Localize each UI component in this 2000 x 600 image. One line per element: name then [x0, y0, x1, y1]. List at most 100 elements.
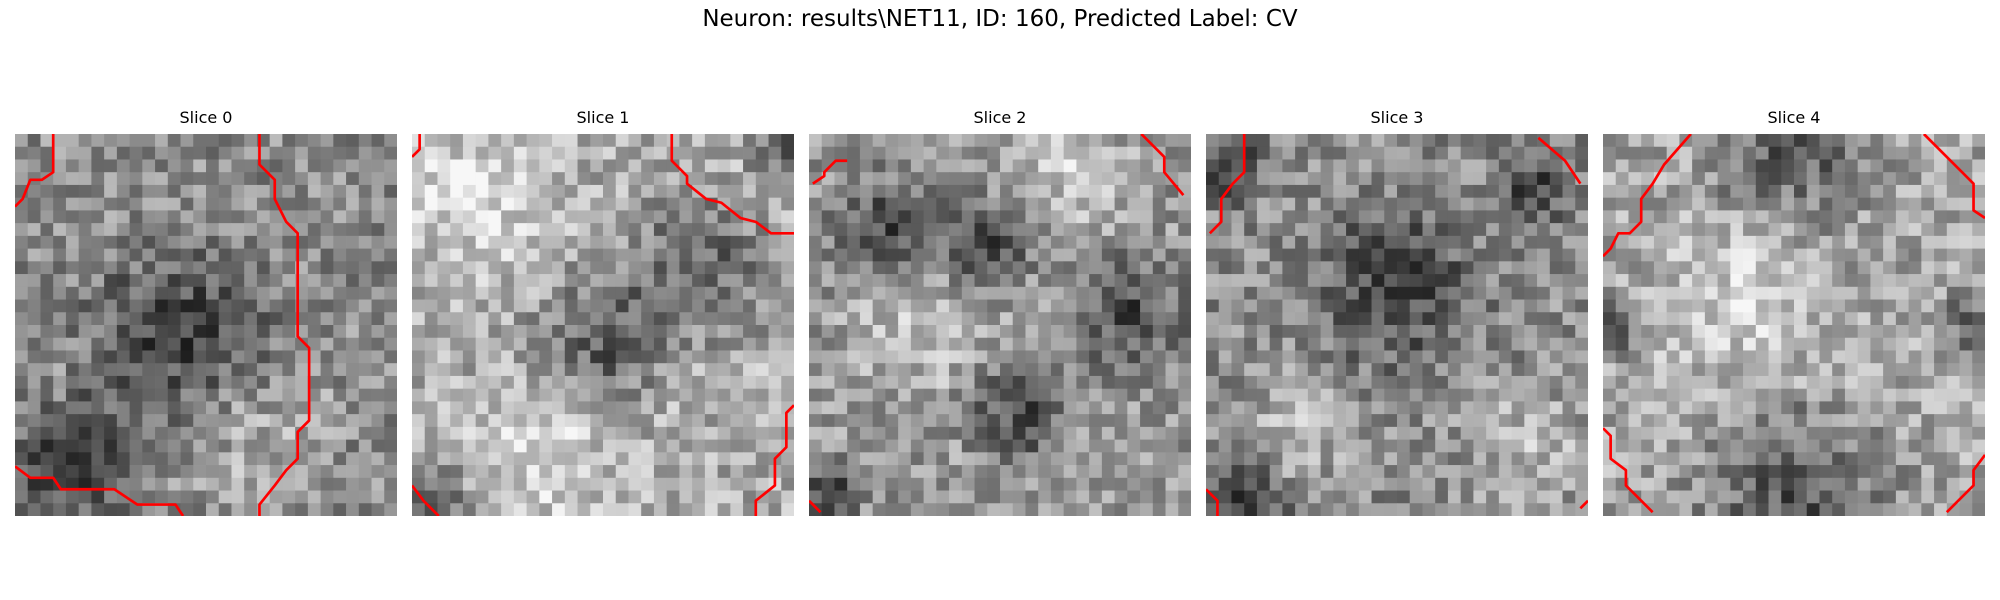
- image-pixel: [1806, 184, 1820, 199]
- image-pixel: [65, 184, 80, 199]
- image-pixel: [78, 439, 92, 453]
- image-pixel: [129, 261, 143, 275]
- image-pixel: [1653, 184, 1668, 199]
- image-pixel: [269, 490, 283, 504]
- image-pixel: [1346, 210, 1360, 224]
- image-pixel: [1320, 490, 1334, 504]
- image-pixel: [15, 299, 29, 313]
- image-pixel: [974, 146, 988, 160]
- image-pixel: [628, 134, 642, 148]
- contour-line: [1579, 499, 1588, 510]
- image-pixel: [1346, 197, 1360, 211]
- image-pixel: [27, 134, 41, 148]
- image-pixel: [475, 299, 489, 313]
- image-pixel: [1244, 184, 1258, 199]
- image-pixel: [1231, 274, 1245, 288]
- image-pixel: [167, 363, 181, 377]
- image-pixel: [768, 197, 782, 211]
- image-pixel: [1895, 375, 1909, 390]
- image-pixel: [513, 286, 527, 300]
- image-pixel: [1653, 337, 1668, 351]
- image-pixel: [641, 325, 655, 339]
- image-pixel: [1050, 426, 1065, 440]
- image-pixel: [1473, 477, 1487, 491]
- image-pixel: [462, 299, 477, 313]
- image-pixel: [834, 312, 848, 326]
- image-pixel: [1832, 223, 1846, 237]
- image-pixel: [282, 477, 296, 491]
- image-pixel: [475, 465, 489, 479]
- image-pixel: [987, 235, 1001, 249]
- image-pixel: [898, 426, 912, 440]
- image-pixel: [1409, 503, 1423, 516]
- image-pixel: [1704, 426, 1718, 440]
- image-pixel: [615, 159, 629, 173]
- image-pixel: [1806, 325, 1820, 339]
- image-pixel: [1575, 325, 1588, 339]
- image-pixel: [1089, 261, 1103, 275]
- image-pixel: [1883, 235, 1897, 249]
- image-pixel: [320, 477, 334, 491]
- image-pixel: [1615, 235, 1629, 249]
- image-pixel: [1012, 490, 1026, 504]
- image-pixel: [1460, 465, 1474, 479]
- image-pixel: [1794, 184, 1808, 199]
- image-pixel: [923, 312, 937, 326]
- image-pixel: [346, 172, 360, 186]
- image-pixel: [1346, 414, 1360, 428]
- image-pixel: [1307, 388, 1321, 402]
- image-pixel: [872, 503, 886, 516]
- image-pixel: [987, 490, 1001, 504]
- image-pixel: [1282, 452, 1296, 466]
- image-pixel: [1857, 286, 1871, 300]
- image-pixel: [1549, 325, 1563, 339]
- image-pixel: [412, 146, 426, 160]
- image-pixel: [1371, 401, 1385, 415]
- image-pixel: [295, 159, 309, 173]
- image-pixel: [1819, 235, 1833, 249]
- image-pixel: [730, 146, 744, 160]
- image-pixel: [1447, 172, 1462, 186]
- image-pixel: [1653, 426, 1668, 440]
- image-pixel: [1704, 172, 1718, 186]
- image-pixel: [167, 465, 181, 479]
- image-pixel: [27, 223, 41, 237]
- image-pixel: [1549, 261, 1563, 275]
- image-pixel: [641, 248, 655, 262]
- image-pixel: [653, 350, 668, 364]
- image-pixel: [475, 490, 489, 504]
- image-pixel: [1409, 401, 1423, 415]
- image-pixel: [1883, 146, 1897, 160]
- image-pixel: [743, 184, 757, 199]
- image-pixel: [641, 312, 655, 326]
- image-pixel: [539, 414, 553, 428]
- image-pixel: [628, 401, 642, 415]
- image-pixel: [1832, 363, 1846, 377]
- image-pixel: [885, 465, 899, 479]
- image-pixel: [847, 490, 861, 504]
- image-pixel: [603, 414, 617, 428]
- image-pixel: [1038, 248, 1052, 262]
- image-pixel: [615, 337, 629, 351]
- image-pixel: [1269, 210, 1283, 224]
- image-pixel: [1870, 286, 1884, 300]
- image-pixel: [1755, 350, 1769, 364]
- image-pixel: [501, 439, 515, 453]
- image-pixel: [513, 363, 527, 377]
- image-pixel: [1435, 363, 1449, 377]
- image-pixel: [936, 197, 950, 211]
- image-pixel: [65, 159, 80, 173]
- image-pixel: [1218, 159, 1232, 173]
- image-pixel: [1244, 223, 1258, 237]
- image-pixel: [1435, 235, 1449, 249]
- image-pixel: [1511, 452, 1525, 466]
- image-pixel: [730, 172, 744, 186]
- image-pixel: [1972, 312, 1985, 326]
- image-pixel: [1511, 146, 1525, 160]
- image-pixel: [1921, 401, 1935, 415]
- image-pixel: [1870, 134, 1884, 148]
- image-pixel: [526, 146, 540, 160]
- image-pixel: [244, 325, 258, 339]
- image-pixel: [1819, 210, 1833, 224]
- image-pixel: [1781, 388, 1795, 402]
